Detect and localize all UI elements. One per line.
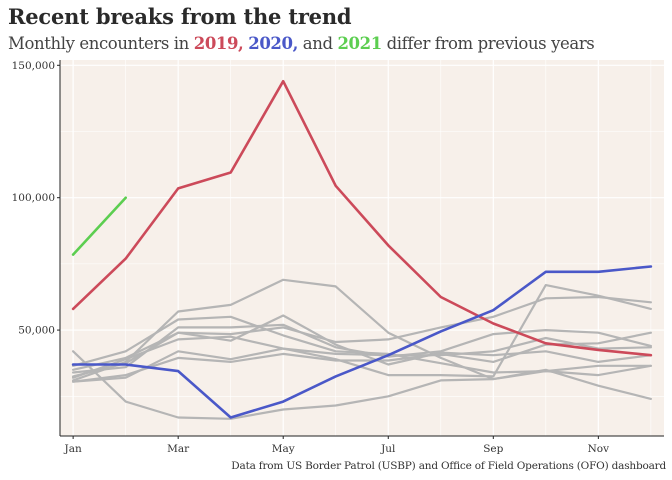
- x-tick-label: Jan: [64, 443, 82, 455]
- subtitle-year-2019: 2019,: [193, 34, 244, 53]
- x-tick-label: May: [272, 443, 295, 455]
- series-line-other-6: [71, 315, 653, 377]
- series-line-2021: [71, 196, 127, 256]
- x-tick-label: Mar: [167, 443, 190, 455]
- chart-title: Recent breaks from the trend: [8, 4, 352, 29]
- y-tick-label: 50,000: [18, 325, 55, 337]
- highlighted-years-lines: [71, 79, 653, 419]
- minor-gridlines: [60, 60, 664, 436]
- subtitle-year-2021: 2021: [337, 34, 382, 53]
- series-line-other-8: [71, 278, 653, 382]
- chart-subtitle: Monthly encounters in 2019, 2020, and 20…: [8, 34, 595, 53]
- series-line-2020: [71, 265, 653, 419]
- plot-panel: [60, 60, 664, 436]
- x-tick-label: Sep: [483, 443, 503, 455]
- x-tick-label: Jul: [380, 443, 396, 455]
- chart-caption: Data from US Border Patrol (USBP) and Of…: [231, 460, 666, 472]
- y-axis-ticks: 50,000 100,000 150,000: [12, 60, 60, 337]
- y-tick-label: 150,000: [12, 60, 55, 72]
- subtitle-prefix: Monthly encounters in: [8, 34, 194, 53]
- y-tick-label: 100,000: [12, 192, 55, 204]
- axes: [59, 60, 664, 437]
- series-line-2019: [71, 79, 653, 357]
- subtitle-suffix: differ from previous years: [381, 34, 595, 53]
- subtitle-conjunction: and: [297, 34, 338, 53]
- x-axis-ticks: Jan Mar May Jul Sep Nov: [64, 436, 610, 455]
- subtitle-year-2020: 2020,: [248, 34, 298, 53]
- series-line-other-7: [71, 314, 653, 378]
- x-tick-label: Nov: [588, 443, 610, 455]
